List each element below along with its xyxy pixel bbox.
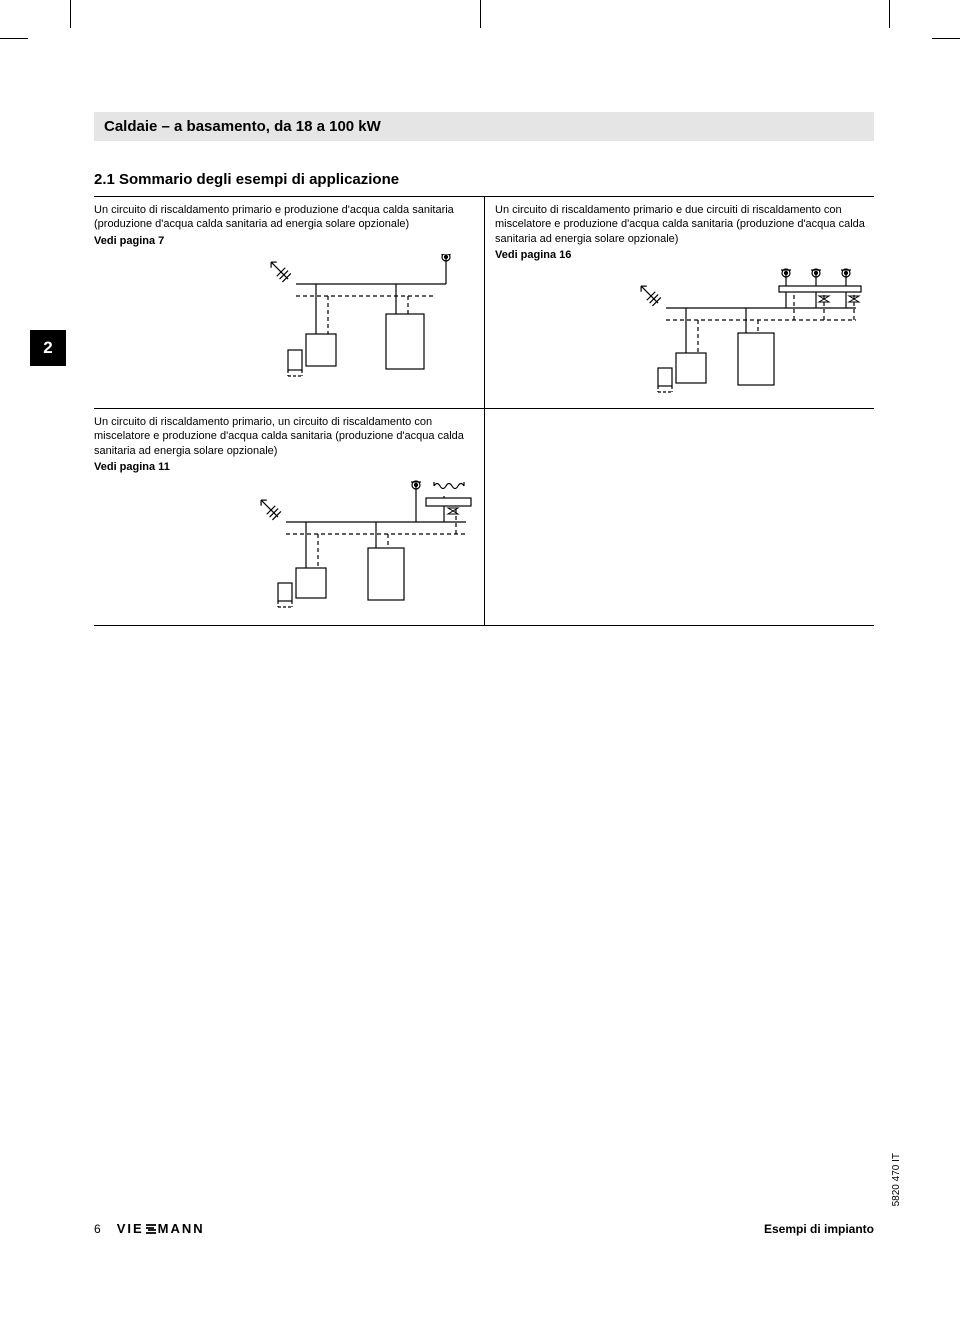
brand-logo: VIE MANN: [117, 1221, 205, 1236]
page-content: Caldaie – a basamento, da 18 a 100 kW 2.…: [94, 112, 874, 626]
crop-mark: [932, 38, 960, 39]
page-number: 6: [94, 1222, 101, 1236]
crop-mark: [480, 0, 481, 28]
example-cell: Un circuito di riscaldamento primario e …: [484, 197, 874, 408]
schematic-diagram: [94, 480, 476, 615]
section-title: 2.1 Sommario degli esempi di applicazion…: [94, 171, 874, 188]
crop-mark: [70, 0, 71, 28]
footer-left: 6 VIE MANN: [94, 1221, 205, 1236]
example-reference: Vedi pagina 11: [94, 460, 476, 474]
example-cell: Un circuito di riscaldamento primario, u…: [94, 408, 484, 626]
brand-s-icon: [144, 1222, 158, 1236]
example-cell: Un circuito di riscaldamento primario e …: [94, 197, 484, 408]
document-code: 5820 470 IT: [891, 1153, 902, 1206]
section-tab: 2: [30, 330, 66, 366]
example-text: Un circuito di riscaldamento primario e …: [495, 203, 866, 246]
crop-mark: [0, 38, 28, 39]
example-reference: Vedi pagina 16: [495, 248, 866, 262]
page-footer: 6 VIE MANN Esempi di impianto: [94, 1221, 874, 1236]
section-number: 2: [43, 338, 52, 358]
example-reference: Vedi pagina 7: [94, 234, 476, 248]
brand-text: VIE: [117, 1221, 144, 1236]
example-cell-empty: [484, 408, 874, 626]
page-header: Caldaie – a basamento, da 18 a 100 kW: [94, 112, 874, 141]
example-text: Un circuito di riscaldamento primario e …: [94, 203, 476, 232]
crop-mark: [889, 0, 890, 28]
examples-grid: Un circuito di riscaldamento primario e …: [94, 196, 874, 626]
brand-text: MANN: [158, 1221, 205, 1236]
schematic-diagram: [495, 268, 866, 398]
schematic-diagram: [94, 254, 476, 384]
footer-title: Esempi di impianto: [764, 1222, 874, 1236]
example-text: Un circuito di riscaldamento primario, u…: [94, 415, 476, 458]
